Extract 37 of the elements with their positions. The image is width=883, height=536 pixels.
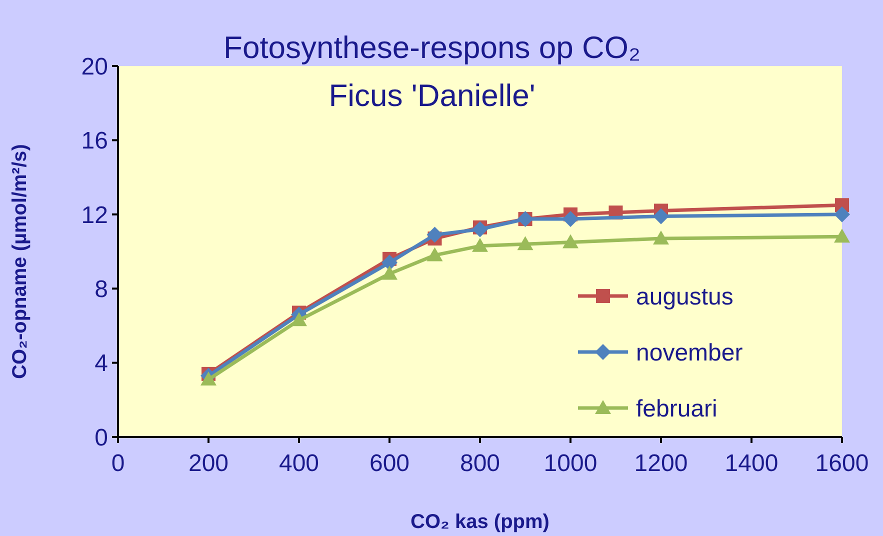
x-tick-label: 0 [111, 450, 125, 477]
point [562, 211, 578, 228]
y-axis-title: CO₂-opname (µmol/m²/s) [9, 144, 31, 379]
point [517, 236, 534, 250]
chart-title: Fotosynthese-respons op CO₂ [224, 30, 640, 65]
point [426, 247, 443, 262]
x-tick-label: 200 [188, 450, 229, 477]
y-tick-label: 16 [81, 128, 108, 155]
y-tick-label: 12 [81, 202, 108, 229]
y-tick-label: 20 [81, 53, 108, 80]
point [200, 371, 216, 386]
point [472, 221, 488, 238]
x-tick-label: 1600 [815, 450, 869, 477]
point [426, 226, 443, 243]
x-tick-label: 800 [460, 450, 500, 477]
x-tick-label: 600 [369, 450, 410, 477]
point [562, 234, 578, 248]
point [653, 208, 669, 224]
chart-subtitle: Ficus 'Danielle' [328, 78, 536, 113]
x-axis-title: CO₂ kas (ppm) [410, 511, 550, 533]
x-tick-label: 1400 [724, 450, 778, 477]
point [653, 230, 669, 245]
point [291, 312, 307, 326]
legend-label: november [636, 339, 743, 366]
point [382, 254, 398, 271]
legend-label: augustus [636, 283, 734, 310]
x-tick-label: 1000 [544, 450, 598, 477]
x-tick-label: 1200 [634, 450, 688, 477]
point [834, 206, 850, 222]
y-tick-label: 4 [94, 350, 108, 378]
point [382, 266, 398, 280]
y-tick-label: 8 [94, 276, 108, 303]
point [834, 228, 850, 243]
y-tick-label: 0 [94, 424, 108, 452]
x-tick-label: 400 [278, 450, 320, 477]
point [472, 238, 488, 252]
legend-label: februari [636, 395, 718, 422]
